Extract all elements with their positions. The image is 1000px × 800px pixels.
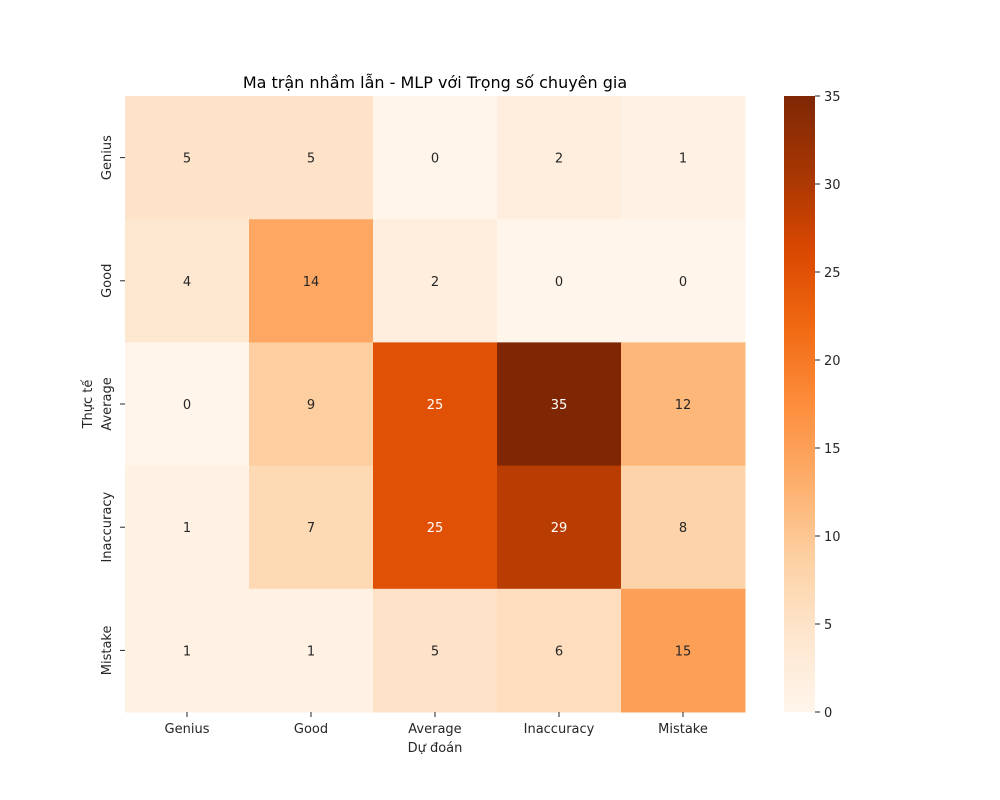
cell-value-label: 15 [675, 644, 692, 659]
cell-value-label: 2 [431, 275, 439, 290]
colorbar-tick-label: 35 [824, 90, 841, 105]
x-tick-label: Inaccuracy [524, 722, 595, 737]
cell-value-label: 12 [675, 398, 692, 413]
colorbar-tick-label: 10 [824, 530, 841, 545]
y-tick-label: Good [100, 264, 115, 298]
cell-value-label: 4 [183, 275, 191, 290]
heatmap-cell [621, 588, 746, 713]
cell-value-label: 0 [555, 275, 563, 290]
colorbar-gradient [784, 96, 815, 712]
cell-value-label: 6 [555, 644, 563, 659]
cell-value-label: 8 [679, 521, 687, 536]
heatmap-cell [125, 96, 250, 220]
cell-value-label: 25 [427, 521, 444, 536]
cell-value-label: 7 [307, 521, 315, 536]
heatmap-cell [125, 342, 250, 467]
heatmap-cell [249, 588, 374, 713]
colorbar-tick-label: 20 [824, 354, 841, 369]
heatmap-cell [621, 219, 746, 343]
x-axis-ticks: Genius Good Average Inaccuracy Mistake [165, 712, 708, 737]
colorbar-tick-label: 5 [824, 618, 832, 633]
cell-value-label: 1 [679, 152, 687, 167]
x-tick-label: Genius [165, 722, 210, 737]
y-tick-label: Genius [100, 135, 115, 180]
heatmap-cell [125, 219, 250, 343]
heatmap-cell [497, 96, 622, 220]
cell-value-label: 5 [183, 152, 191, 167]
x-axis-label: Dự đoán [408, 741, 463, 756]
x-tick-label: Mistake [658, 722, 708, 737]
y-tick-label: Mistake [100, 626, 115, 676]
y-axis-label: Thực tế [81, 380, 96, 430]
cell-value-label: 35 [551, 398, 568, 413]
cell-value-label: 0 [431, 152, 439, 167]
cell-value-label: 0 [679, 275, 687, 290]
heatmap-cell [373, 96, 498, 220]
heatmap-cell [125, 465, 250, 590]
y-tick-label: Average [100, 377, 115, 430]
heatmap-cell [621, 96, 746, 220]
heatmap-cell [125, 588, 250, 713]
heatmap-cell [497, 465, 622, 590]
heatmap-cell [621, 342, 746, 467]
cell-value-label: 29 [551, 521, 568, 536]
heatmap-cell [497, 588, 622, 713]
heatmap-cell [373, 465, 498, 590]
cell-value-label: 5 [307, 152, 315, 167]
colorbar-tick-label: 25 [824, 266, 841, 281]
colorbar-tick-label: 15 [824, 442, 841, 457]
heatmap-cell [497, 219, 622, 343]
heatmap-cell [497, 342, 622, 467]
cell-value-label: 2 [555, 152, 563, 167]
x-tick-label: Good [294, 722, 328, 737]
heatmap-cell [373, 219, 498, 343]
heatmap-cell [249, 465, 374, 590]
heatmap-cells: 5 5 0 2 14 14 2 0 00 9 25 35 121 7 25 29 81 1 5 6 15 [125, 96, 746, 713]
heatmap-cell [373, 342, 498, 467]
x-tick-label: Average [408, 722, 461, 737]
colorbar: 0 5 10 15 20 25 30 35 [784, 90, 841, 721]
chart-title: Ma trận nhầm lẫn - MLP với Trọng số chuy… [243, 73, 627, 92]
cell-value-label: 14 [303, 275, 320, 290]
cell-value-label: 9 [307, 398, 315, 413]
heatmap-cell [621, 465, 746, 590]
heatmap-cell [249, 219, 374, 343]
y-tick-label: Inaccuracy [100, 492, 115, 563]
cell-value-label: 0 [183, 398, 191, 413]
cell-value-label: 1 [183, 644, 191, 659]
heatmap-cell [373, 588, 498, 713]
heatmap-cell [249, 342, 374, 467]
heatmap-cell [249, 96, 374, 220]
colorbar-tick-label: 30 [824, 178, 841, 193]
colorbar-tick-label: 0 [824, 706, 832, 721]
cell-value-label: 5 [431, 644, 439, 659]
y-axis-ticks: Genius Good Average Inaccuracy Mistake [100, 135, 125, 675]
cell-value-label: 1 [307, 644, 315, 659]
cell-value-label: 1 [183, 521, 191, 536]
cell-value-label: 25 [427, 398, 444, 413]
